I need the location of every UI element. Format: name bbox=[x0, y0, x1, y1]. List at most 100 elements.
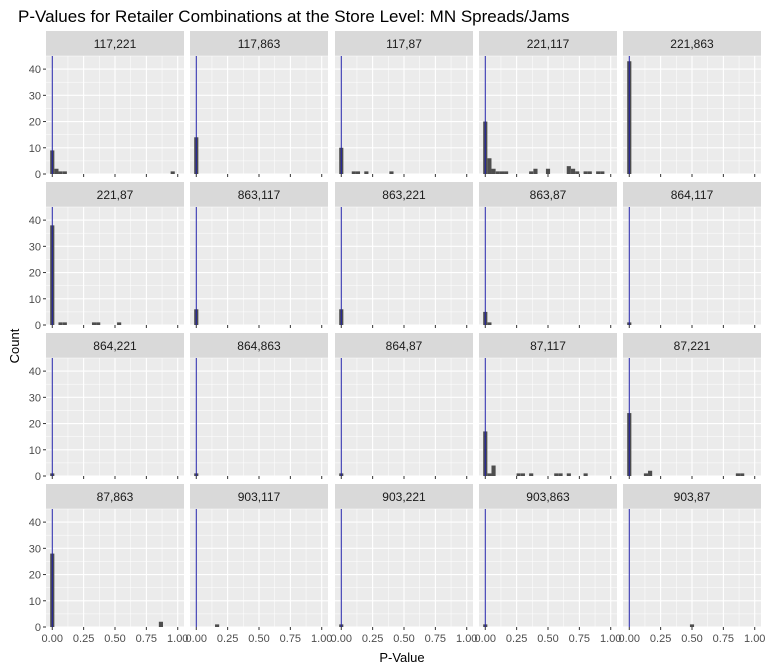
facet-panel: 117,863 bbox=[190, 31, 328, 177]
y-tick-label: 30 bbox=[29, 392, 41, 404]
y-tick-label: 20 bbox=[29, 419, 41, 431]
x-tick-label: 1.00 bbox=[600, 633, 621, 645]
x-tick-label: 0.75 bbox=[569, 633, 590, 645]
histogram-bar bbox=[504, 171, 509, 174]
histogram-bar bbox=[529, 171, 534, 174]
facet-panel: 221,117 bbox=[479, 31, 617, 177]
y-tick-label: 10 bbox=[29, 294, 41, 306]
histogram-bar bbox=[58, 322, 63, 325]
y-tick-label: 40 bbox=[29, 215, 41, 227]
facet-strip bbox=[190, 31, 328, 56]
y-tick-label: 0 bbox=[35, 320, 41, 332]
x-tick-label: 0.00 bbox=[331, 633, 352, 645]
facet-panel: 221,863 bbox=[623, 31, 761, 177]
facet-strip-label: 903,221 bbox=[382, 490, 426, 504]
x-tick-label: 1.00 bbox=[167, 633, 188, 645]
chart-title: P-Values for Retailer Combinations at th… bbox=[18, 7, 570, 26]
histogram-bar bbox=[533, 168, 538, 174]
facet-panel: 903,87 0.00 0.25 0.50 0.75 1.00 bbox=[619, 484, 765, 645]
y-axis-title: Count bbox=[7, 328, 22, 363]
x-tick-label: 0.75 bbox=[280, 633, 301, 645]
facet-grid: 117,221 0 10 20 30 40 117,863 117,87 221,117 221,… bbox=[29, 31, 765, 645]
histogram-bar bbox=[566, 473, 571, 476]
y-tick-label: 0 bbox=[35, 622, 41, 634]
x-tick-label: 0.25 bbox=[650, 633, 671, 645]
y-tick-label: 10 bbox=[29, 445, 41, 457]
x-tick-label: 1.00 bbox=[456, 633, 477, 645]
facet-strip bbox=[623, 333, 761, 358]
histogram-bar bbox=[487, 158, 492, 174]
facet-strip bbox=[335, 333, 473, 358]
x-tick-label: 1.00 bbox=[311, 633, 332, 645]
histogram-bar bbox=[158, 621, 163, 627]
facet-panel: 87,117 bbox=[479, 333, 617, 479]
facet-strip-label: 863,87 bbox=[530, 188, 567, 202]
histogram-bar bbox=[499, 171, 505, 174]
facet-strip bbox=[46, 31, 184, 56]
x-tick-label: 0.50 bbox=[104, 633, 125, 645]
y-tick-label: 40 bbox=[29, 517, 41, 529]
x-tick-label: 0.25 bbox=[217, 633, 238, 645]
y-tick-label: 30 bbox=[29, 543, 41, 555]
histogram-bar bbox=[389, 171, 394, 174]
histogram-bar bbox=[54, 168, 59, 174]
histogram-bar bbox=[355, 171, 361, 174]
facet-panel: 864,863 bbox=[190, 333, 328, 479]
histogram-bar bbox=[583, 171, 588, 174]
histogram-bar bbox=[58, 171, 63, 174]
facet-strip-label: 903,87 bbox=[674, 490, 711, 504]
facet-strip bbox=[190, 484, 328, 509]
histogram-bar bbox=[96, 322, 101, 325]
facet-panel: 903,863 0.00 0.25 0.50 0.75 1.00 bbox=[475, 484, 621, 645]
facet-panel: 87,863 0 10 20 30 40 0.00 0.25 0.50 0.75 1.00 bbox=[29, 484, 188, 645]
facet-strip-label: 87,117 bbox=[530, 339, 566, 353]
histogram-bar bbox=[575, 171, 580, 174]
histogram-bar bbox=[491, 168, 496, 174]
facet-panel: 864,117 bbox=[623, 182, 761, 328]
x-tick-label: 0.75 bbox=[713, 633, 734, 645]
facet-panel: 117,221 0 10 20 30 40 bbox=[29, 31, 184, 181]
y-tick-label: 20 bbox=[29, 117, 41, 129]
facet-panel: 863,87 bbox=[479, 182, 617, 328]
histogram-bar bbox=[491, 465, 496, 476]
facet-strip bbox=[46, 484, 184, 509]
histogram-bar bbox=[62, 322, 67, 325]
facet-strip-label: 864,221 bbox=[93, 339, 137, 353]
histogram-bar bbox=[689, 624, 695, 627]
facet-strip bbox=[335, 182, 473, 207]
facet-strip bbox=[623, 31, 761, 56]
x-tick-label: 0.50 bbox=[393, 633, 414, 645]
x-tick-label: 0.25 bbox=[73, 633, 94, 645]
histogram-bar bbox=[571, 168, 576, 174]
histogram-bar bbox=[583, 473, 588, 476]
y-tick-label: 30 bbox=[29, 241, 41, 253]
facet-strip bbox=[479, 182, 617, 207]
facet-strip bbox=[479, 31, 617, 56]
x-tick-label: 0.00 bbox=[42, 633, 63, 645]
histogram-bar bbox=[529, 473, 534, 476]
histogram-bar bbox=[487, 473, 492, 476]
histogram-bar bbox=[545, 168, 551, 174]
x-tick-label: 0.25 bbox=[506, 633, 527, 645]
facet-strip bbox=[335, 31, 473, 56]
facet-strip bbox=[190, 182, 328, 207]
facet-strip-label: 117,863 bbox=[238, 37, 281, 51]
histogram-bar bbox=[596, 171, 601, 174]
x-tick-label: 1.00 bbox=[744, 633, 765, 645]
facet-strip-label: 87,863 bbox=[97, 490, 134, 504]
x-tick-label: 0.00 bbox=[619, 633, 640, 645]
facet-strip-label: 864,863 bbox=[237, 339, 281, 353]
facet-panel: 221,87 0 10 20 30 40 bbox=[29, 182, 184, 332]
facet-panel: 117,87 bbox=[335, 31, 473, 177]
histogram-bar bbox=[520, 473, 525, 476]
x-tick-label: 0.50 bbox=[537, 633, 558, 645]
facet-panel: 863,221 bbox=[335, 182, 473, 328]
x-axis-title: P-Value bbox=[379, 650, 424, 665]
facet-panel: 863,117 bbox=[190, 182, 328, 328]
facet-panel: 903,117 0.00 0.25 0.50 0.75 1.00 bbox=[186, 484, 332, 645]
histogram-bar bbox=[351, 171, 356, 174]
x-tick-label: 0.50 bbox=[681, 633, 702, 645]
histogram-bar bbox=[62, 171, 67, 174]
facet-strip-label: 864,87 bbox=[386, 339, 423, 353]
histogram-bar bbox=[566, 166, 571, 174]
